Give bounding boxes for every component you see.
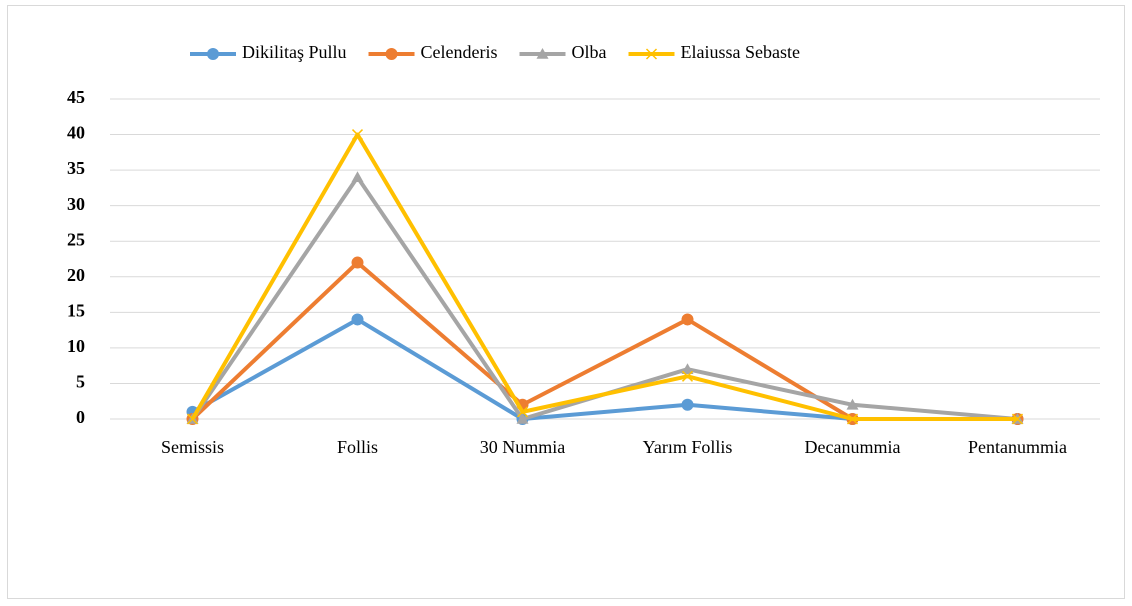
x-tick-label: Yarım Follis <box>643 437 733 457</box>
x-tick-label: Decanummia <box>805 437 901 457</box>
legend-label: Dikilitaş Pullu <box>242 42 347 62</box>
point <box>351 313 364 326</box>
point <box>516 413 529 424</box>
point <box>681 398 694 411</box>
y-tick-label: 30 <box>67 194 85 214</box>
point <box>645 48 658 60</box>
legend-label: Celenderis <box>421 42 498 62</box>
point <box>351 256 364 269</box>
y-tick-label: 0 <box>76 407 85 427</box>
x-tick-label: Follis <box>337 437 378 457</box>
y-tick-label: 40 <box>67 123 85 143</box>
series-line <box>190 132 1018 421</box>
point <box>351 129 364 141</box>
point <box>681 370 694 382</box>
chart-border <box>7 5 1125 599</box>
point <box>681 363 694 375</box>
point <box>846 413 859 425</box>
x-tick-label: Pentanummia <box>968 437 1067 457</box>
y-tick-label: 35 <box>67 158 85 178</box>
point <box>846 398 859 410</box>
point <box>681 313 694 326</box>
y-tick-label: 45 <box>67 87 85 107</box>
point <box>351 171 364 183</box>
point <box>207 48 219 60</box>
y-tick-label: 15 <box>67 300 85 320</box>
point <box>516 406 529 418</box>
y-tick-label: 25 <box>67 229 85 249</box>
y-tick-label: 10 <box>67 336 85 356</box>
y-tick-label: 5 <box>76 372 85 392</box>
y-tick-label: 20 <box>67 265 85 285</box>
x-tick-label: 30 Nummia <box>480 437 566 457</box>
legend-label: Elaiussa Sebaste <box>681 42 800 62</box>
point <box>186 413 199 425</box>
point <box>385 48 398 60</box>
x-tick-label: Semissis <box>161 437 224 457</box>
point <box>536 48 549 59</box>
legend-label: Olba <box>572 42 607 62</box>
point <box>1011 413 1024 425</box>
